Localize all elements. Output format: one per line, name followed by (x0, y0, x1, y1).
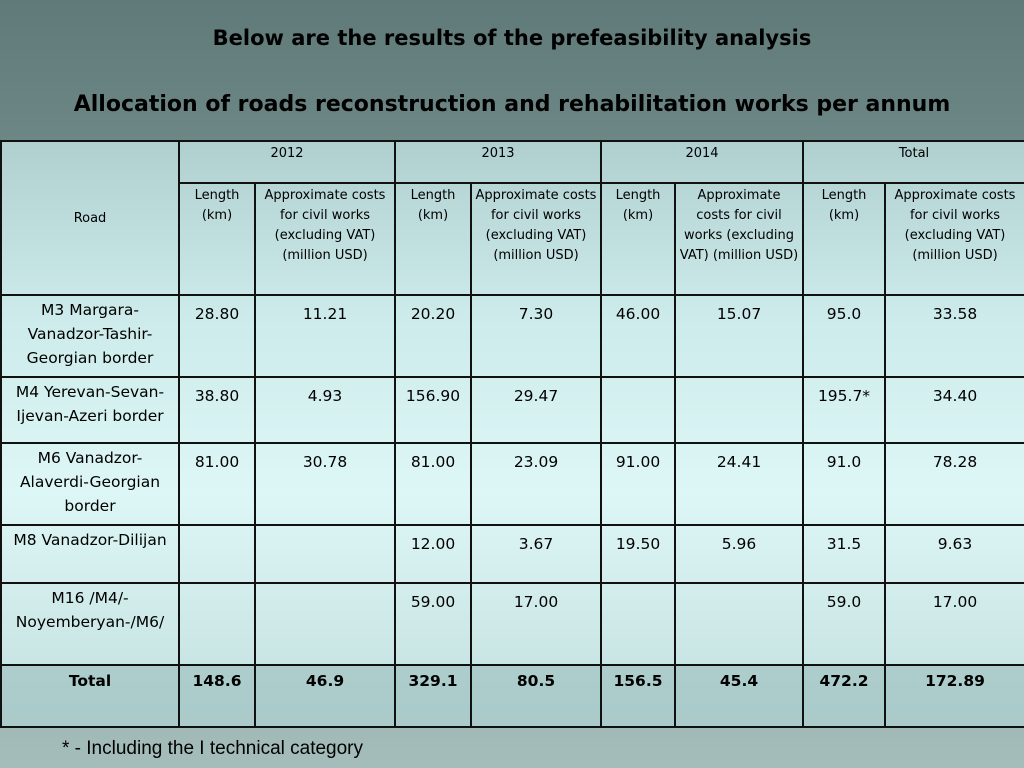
table-cell (178, 524, 256, 584)
table-cell (254, 524, 396, 584)
table-row: M16 /M4/-Noyemberyan-/M6/ 59.00 17.00 59… (0, 582, 1024, 666)
table-cell: 7.30 (470, 294, 602, 378)
table-row: M6 Vanadzor-Alaverdi-Georgian border 81.… (0, 442, 1024, 526)
year-header-total: Total (802, 140, 1024, 184)
table-cell: 95.0 (802, 294, 886, 378)
length-header: Length (km) (600, 182, 676, 296)
table-cell: 156.90 (394, 376, 472, 444)
total-cell: 148.6 (178, 664, 256, 728)
table-cell: 81.00 (178, 442, 256, 526)
year-header-2014: 2014 (600, 140, 804, 184)
table-cell: 195.7* (802, 376, 886, 444)
table-cell: 59.0 (802, 582, 886, 666)
table-cell: 15.07 (674, 294, 804, 378)
total-cell: 45.4 (674, 664, 804, 728)
table-cell (674, 582, 804, 666)
road-name: M3 Margara-Vanadzor-Tashir-Georgian bord… (0, 294, 180, 378)
table-cell (674, 376, 804, 444)
length-header: Length (km) (802, 182, 886, 296)
total-cell: 472.2 (802, 664, 886, 728)
total-cell: 329.1 (394, 664, 472, 728)
table-cell: 17.00 (884, 582, 1024, 666)
table-cell: 59.00 (394, 582, 472, 666)
table-cell: 91.0 (802, 442, 886, 526)
table-cell: 33.58 (884, 294, 1024, 378)
table-cell: 5.96 (674, 524, 804, 584)
table-cell (600, 376, 676, 444)
table-cell: 46.00 (600, 294, 676, 378)
cost-header: Approximate costs for civil works (exclu… (884, 182, 1024, 296)
table-cell: 28.80 (178, 294, 256, 378)
road-name: M8 Vanadzor-Dilijan (0, 524, 180, 584)
total-cell: 46.9 (254, 664, 396, 728)
table-cell: 91.00 (600, 442, 676, 526)
road-name: M16 /M4/-Noyemberyan-/M6/ (0, 582, 180, 666)
road-name: M4 Yerevan-Sevan-Ijevan-Azeri border (0, 376, 180, 444)
table-cell: 23.09 (470, 442, 602, 526)
table-cell: 4.93 (254, 376, 396, 444)
table-cell: 9.63 (884, 524, 1024, 584)
road-name: M6 Vanadzor-Alaverdi-Georgian border (0, 442, 180, 526)
cost-header: Approximate costs for civil works (exclu… (674, 182, 804, 296)
table-cell: 3.67 (470, 524, 602, 584)
table-cell: 11.21 (254, 294, 396, 378)
table-cell: 31.5 (802, 524, 886, 584)
footnote: * - Including the I technical category (62, 738, 364, 759)
length-header: Length (km) (178, 182, 256, 296)
table-cell: 12.00 (394, 524, 472, 584)
slide-subtitle: Allocation of roads reconstruction and r… (73, 92, 951, 117)
table-cell (178, 582, 256, 666)
year-header-2012: 2012 (178, 140, 396, 184)
table-cell: 20.20 (394, 294, 472, 378)
table-cell: 19.50 (600, 524, 676, 584)
slide-title: Below are the results of the prefeasibil… (212, 26, 812, 50)
total-row: Total 148.6 46.9 329.1 80.5 156.5 45.4 4… (0, 664, 1024, 728)
road-column-header: Road (0, 140, 180, 296)
total-cell: 156.5 (600, 664, 676, 728)
year-header-2013: 2013 (394, 140, 602, 184)
length-header: Length (km) (394, 182, 472, 296)
table-cell: 81.00 (394, 442, 472, 526)
table-cell: 30.78 (254, 442, 396, 526)
total-cell: 172.89 (884, 664, 1024, 728)
table-cell (600, 582, 676, 666)
total-cell: 80.5 (470, 664, 602, 728)
table-cell (254, 582, 396, 666)
table-cell: 29.47 (470, 376, 602, 444)
table-cell: 34.40 (884, 376, 1024, 444)
table-row: M3 Margara-Vanadzor-Tashir-Georgian bord… (0, 294, 1024, 378)
total-label: Total (0, 664, 180, 728)
cost-header: Approximate costs for civil works (exclu… (470, 182, 602, 296)
table-cell: 17.00 (470, 582, 602, 666)
allocation-table: Road 2012 2013 2014 Total Length (km) Ap… (0, 140, 1024, 728)
cost-header: Approximate costs for civil works (exclu… (254, 182, 396, 296)
table-cell: 78.28 (884, 442, 1024, 526)
table-cell: 24.41 (674, 442, 804, 526)
table-row: M4 Yerevan-Sevan-Ijevan-Azeri border 38.… (0, 376, 1024, 444)
table-cell: 38.80 (178, 376, 256, 444)
table-row: M8 Vanadzor-Dilijan 12.00 3.67 19.50 5.9… (0, 524, 1024, 584)
